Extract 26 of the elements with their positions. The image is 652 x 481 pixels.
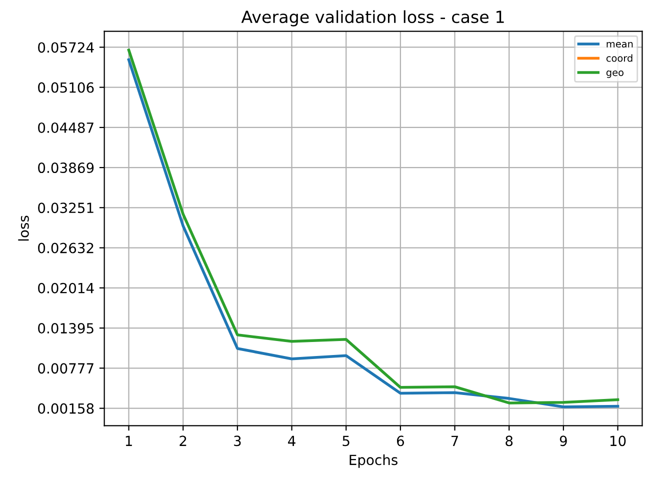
x-tick-label: 8 — [506, 436, 513, 446]
y-tick-label: 0.00158 — [38, 403, 94, 414]
y-axis-title: loss — [18, 216, 29, 241]
x-tick-label: 9 — [560, 436, 567, 446]
legend-label: coord — [606, 54, 632, 62]
x-tick-label: 3 — [234, 436, 241, 446]
x-tick-label: 5 — [342, 436, 350, 446]
legend-label: mean — [606, 42, 633, 48]
x-tick-label: 10 — [610, 436, 626, 446]
y-tick-label: 0.01395 — [38, 323, 94, 334]
y-tick-label: 0.05724 — [38, 42, 94, 53]
y-tick-label: 0.03251 — [38, 202, 94, 214]
x-tick-label: 4 — [288, 436, 296, 446]
x-tick-label: 1 — [126, 436, 132, 446]
x-tick-label: 2 — [180, 436, 186, 446]
x-tick-label: 7 — [451, 436, 458, 446]
y-tick-label: 0.00777 — [38, 363, 94, 374]
y-tick-label: 0.05106 — [38, 82, 94, 93]
chart-title: Average validation loss - case 1 — [241, 10, 504, 26]
y-tick-label: 0.02014 — [38, 282, 94, 294]
y-tick-label: 0.02632 — [38, 242, 94, 254]
x-tick-label: 6 — [396, 436, 404, 446]
y-tick-label: 0.03869 — [38, 162, 94, 174]
y-tick-label: 0.04487 — [38, 122, 94, 133]
legend-label: geo — [606, 70, 624, 78]
x-axis-title: Epochs — [350, 454, 398, 468]
